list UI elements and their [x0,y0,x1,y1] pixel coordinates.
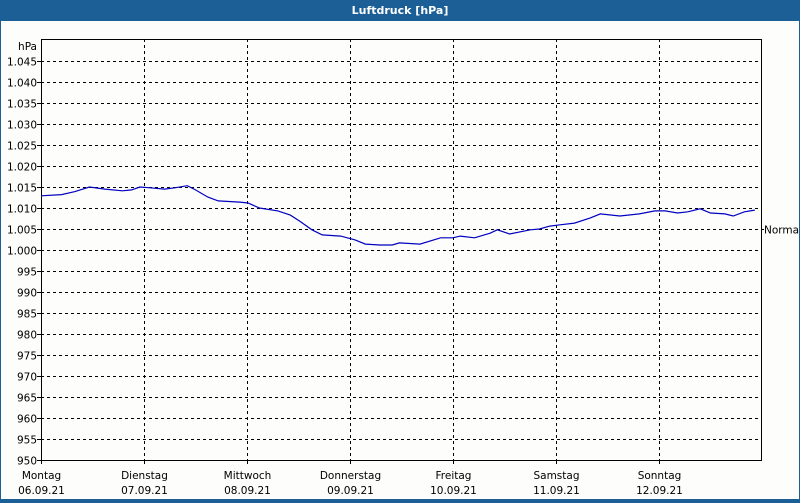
chart-title: Luftdruck [hPa] [0,0,800,21]
y-tick-label: 970 [17,372,37,384]
x-tick-day-label: Dienstag [121,470,168,482]
y-tick-label: 980 [17,330,37,342]
x-tick-date-label: 09.09.21 [327,485,374,497]
y-tick-label: 955 [17,435,37,447]
x-tick-day-label: Montag [22,470,61,482]
y-tick-label: 960 [17,414,37,426]
x-tick-day-label: Sonntag [638,470,682,482]
y-tick-label: 1.010 [7,204,37,216]
y-tick-label: 1.015 [7,183,37,195]
normal-label: Normal [764,225,799,237]
y-tick-label: 975 [17,351,37,363]
y-tick-label: 985 [17,309,37,321]
y-tick-label: 1.025 [7,141,37,153]
x-tick-day-label: Donnerstag [320,470,381,482]
y-tick-label: 990 [17,288,37,300]
x-tick-date-label: 08.09.21 [224,485,271,497]
chart-panel: 950 955 960 965 970 975 980 985 990 995 1.000 1.005… [1,21,800,499]
y-tick-label: 1.000 [7,246,37,258]
y-axis-unit-label: hPa [18,41,37,53]
pressure-chart: 950 955 960 965 970 975 980 985 990 995 1.000 1.005… [7,39,800,497]
x-tick-day-label: Freitag [436,470,472,482]
y-tick-label: 1.045 [7,57,37,69]
y-tick-label: 1.040 [7,78,37,90]
y-tick-label: 1.020 [7,162,37,174]
y-tick-label: 1.035 [7,99,37,111]
y-tick-label: 995 [17,267,37,279]
x-tick-day-label: Mittwoch [224,470,272,482]
y-tick-label: 965 [17,393,37,405]
y-tick-label: 1.005 [7,225,37,237]
y-tick-label: 950 [17,456,37,468]
x-tick-date-label: 07.09.21 [121,485,168,497]
x-tick-date-label: 11.09.21 [533,485,580,497]
x-tick-day-label: Samstag [533,470,579,482]
x-tick-date-label: 12.09.21 [636,485,683,497]
y-tick-label: 1.030 [7,120,37,132]
pressure-line [40,185,755,246]
x-tick-date-label: 06.09.21 [18,485,65,497]
plot-frame [41,39,762,461]
x-tick-date-label: 10.09.21 [430,485,477,497]
